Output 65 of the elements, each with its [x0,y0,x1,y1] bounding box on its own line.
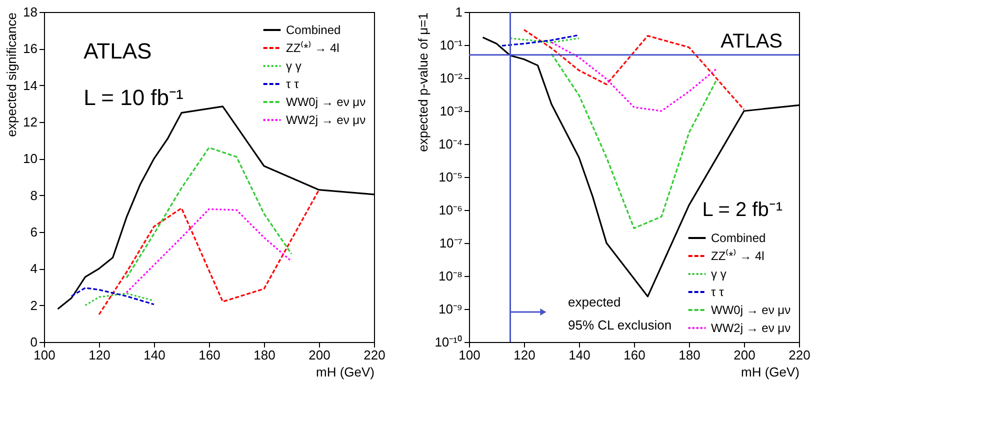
y-tick-label: 2 [30,298,38,313]
x-axis-title: mH (GeV) [316,364,374,380]
x-axis-title: mH (GeV) [741,364,800,380]
y-axis-title: expected significance [4,12,20,137]
x-tick-label: 200 [308,348,330,362]
legend-label: τ τ [286,77,300,91]
y-tick-label: 10⁻² [440,70,464,86]
y-tick-label: 10⁻³ [440,104,464,118]
annotation: ATLAS [720,30,782,53]
annotation: 95% CL exclusion [568,318,672,332]
legend-label: ZZ⁽*⁾ → 4l [711,249,764,263]
legend-label: Combined [286,23,341,37]
line-series [70,287,155,306]
y-tick-label: 4 [30,261,38,276]
x-tick-label: 140 [568,348,590,362]
line-series [98,189,320,316]
annotation: L = 10 fb⁻¹ [84,84,184,110]
legend-label: γ γ [711,267,726,281]
legend-label: Combined [711,231,766,245]
y-axis-title: expected p-value of μ=1 [416,12,431,152]
x-tick-label: 220 [788,348,810,362]
x-tick-label: 200 [734,348,756,362]
y-tick-label: 1 [455,4,462,20]
x-tick-label: 180 [678,348,700,362]
legend-label: γ γ [286,59,302,73]
line-series [126,146,292,279]
y-tick-label: 14 [23,78,38,93]
y-tick-label: 0 [30,334,38,350]
line-series [550,53,718,230]
x-tick-label: 120 [514,348,536,362]
y-tick-label: 10 [23,151,38,166]
x-tick-label: 180 [254,348,276,362]
y-tick-label: 10⁻¹⁰ [434,334,462,350]
y-tick-label: 10⁻⁵ [438,170,462,184]
x-tick-label: 140 [144,348,166,362]
annotation: ATLAS [84,38,152,64]
x-tick-label: 220 [364,348,386,362]
y-tick-label: 16 [23,41,38,56]
x-tick-label: 120 [88,348,110,362]
legend-label: τ τ [711,285,724,299]
y-tick-label: 10⁻⁹ [438,302,462,316]
x-tick-label: 100 [34,348,56,362]
y-tick-label: 10⁻⁶ [438,202,462,218]
y-tick-label: 10⁻⁸ [438,268,462,284]
y-tick-label: 18 [23,4,38,20]
y-tick-label: 10⁻⁷ [439,236,463,250]
y-tick-label: 6 [30,224,38,240]
annotation: expected [568,294,621,310]
line-series [550,42,718,112]
x-tick-label: 100 [458,348,480,362]
annotation: L = 2 fb⁻¹ [702,199,783,221]
legend-label: WW0j → eν μν [711,303,791,317]
legend-label: WW0j → eν μν [286,95,366,109]
line-series [84,292,155,306]
legend-label: WW2j → eν μν [286,113,366,127]
line-series [126,208,292,294]
y-tick-label: 12 [23,114,38,130]
x-tick-label: 160 [198,348,220,362]
x-tick-label: 160 [624,348,646,362]
legend-label: ZZ⁽*⁾ → 4l [286,41,340,55]
y-tick-label: 10⁻⁴ [438,136,462,152]
legend-label: WW2j → eν μν [711,321,791,335]
y-tick-label: 8 [30,188,38,203]
y-tick-label: 10⁻¹ [440,38,464,52]
line-series [501,34,580,47]
